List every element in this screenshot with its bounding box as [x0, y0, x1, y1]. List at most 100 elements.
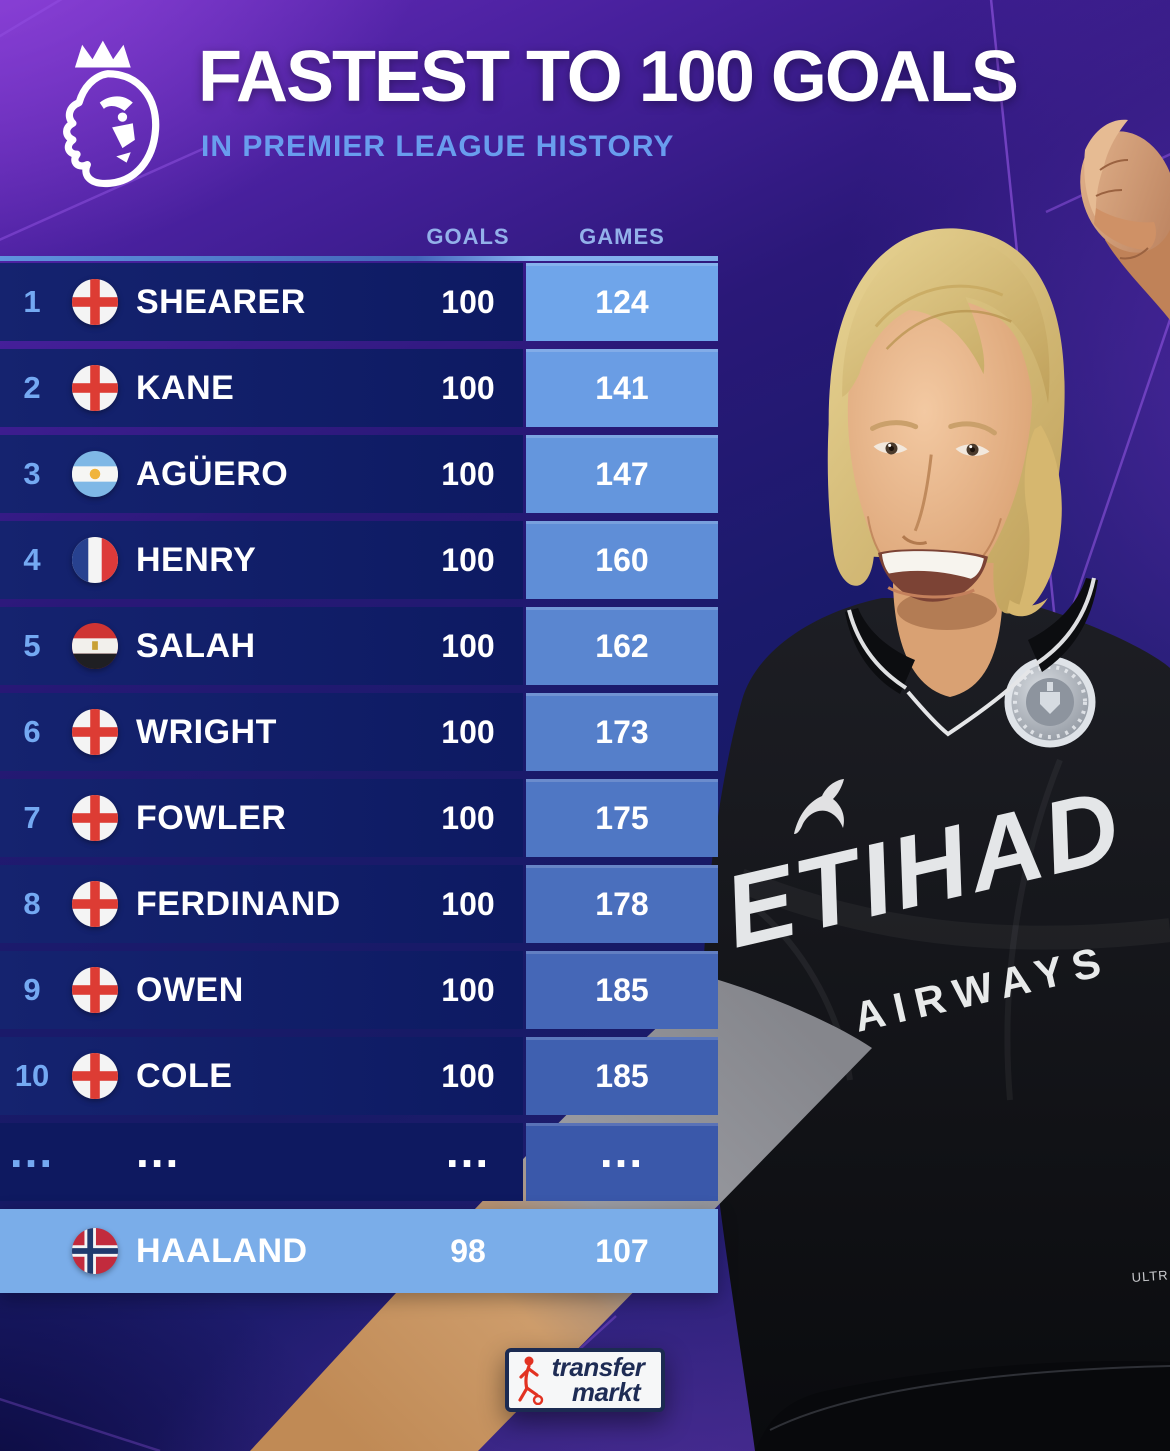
- player-name: SHEARER: [136, 282, 306, 321]
- column-header-goals: GOALS: [426, 224, 510, 249]
- goals-value: 100: [441, 971, 495, 1008]
- flag-england-icon: [72, 709, 118, 755]
- player-cell: 3 AGÜERO 100: [0, 435, 523, 513]
- player-cell: 5 SALAH 100: [0, 607, 523, 685]
- player-cell: HAALAND 98: [0, 1209, 523, 1293]
- goals-value: 100: [441, 713, 495, 750]
- player-name: HAALAND: [136, 1231, 308, 1270]
- goals-value: 98: [450, 1232, 486, 1269]
- goals-value: ...: [445, 1125, 491, 1177]
- brand-word-top: transfer: [551, 1352, 645, 1382]
- player-name: OWEN: [136, 970, 244, 1009]
- goals-value: 100: [441, 283, 495, 320]
- transfermarkt-player-icon: [518, 1356, 544, 1405]
- rank-label: ...: [9, 1125, 55, 1177]
- goals-value: 100: [441, 541, 495, 578]
- flag-wrap: [64, 881, 122, 927]
- flag-england-icon: [72, 1053, 118, 1099]
- flag-wrap: [64, 279, 122, 325]
- table-row: 2 KANE 100 141: [0, 349, 718, 427]
- rank-label: 9: [23, 972, 41, 1007]
- flag-wrap: [64, 795, 122, 841]
- games-cell: 124: [526, 263, 718, 341]
- flag-norway-icon: [72, 1228, 118, 1274]
- player-cell: 4 HENRY 100: [0, 521, 523, 599]
- city-badge-icon: [1004, 656, 1096, 748]
- rank-label: 10: [14, 1058, 50, 1093]
- player-cell: 8 FERDINAND 100: [0, 865, 523, 943]
- page-title: FASTEST TO 100 GOALS: [198, 37, 1019, 117]
- player-fist: [1080, 119, 1170, 320]
- player-cell: ... ... ...: [0, 1123, 523, 1201]
- flag-england-icon: [72, 881, 118, 927]
- player-cell: 2 KANE 100: [0, 349, 523, 427]
- column-header-games: GAMES: [579, 224, 665, 249]
- games-cell: 107: [526, 1209, 718, 1293]
- player-cell: 6 WRIGHT 100: [0, 693, 523, 771]
- flag-wrap: [64, 1053, 122, 1099]
- games-cell: 175: [526, 779, 718, 857]
- games-value: ...: [599, 1125, 645, 1177]
- table-row: ... ... ... ...: [0, 1123, 718, 1201]
- table-row: 9 OWEN 100 185: [0, 951, 718, 1029]
- goals-value: 100: [441, 885, 495, 922]
- goals-value: 100: [441, 799, 495, 836]
- player-name: WRIGHT: [136, 712, 277, 751]
- jersey-collar: [845, 577, 1098, 737]
- flag-wrap: [64, 623, 122, 669]
- player-name: FERDINAND: [136, 884, 341, 923]
- player-head: [827, 228, 1065, 617]
- player-cell: 7 FOWLER 100: [0, 779, 523, 857]
- flag-wrap: [64, 1139, 122, 1185]
- games-cell: 141: [526, 349, 718, 427]
- table-top-border: [0, 256, 718, 261]
- games-value: 107: [595, 1232, 649, 1269]
- ranking-table: 1 SHEARER 100 124 2 KANE 100 141 3 AGÜER…: [0, 263, 718, 1301]
- flag-wrap: [64, 365, 122, 411]
- table-row: 3 AGÜERO 100 147: [0, 435, 718, 513]
- flag-egypt-icon: [72, 623, 118, 669]
- rank-label: 5: [23, 628, 41, 663]
- table-row: 6 WRIGHT 100 173: [0, 693, 718, 771]
- games-cell: 147: [526, 435, 718, 513]
- player-name: ...: [136, 1125, 181, 1177]
- games-value: 185: [595, 1057, 649, 1094]
- rank-label: 4: [23, 542, 41, 577]
- games-cell: 160: [526, 521, 718, 599]
- goals-value: 100: [441, 1057, 495, 1094]
- player-cell: 10 COLE 100: [0, 1037, 523, 1115]
- table-row: 8 FERDINAND 100 178: [0, 865, 718, 943]
- page-subtitle: IN PREMIER LEAGUE HISTORY: [201, 130, 675, 163]
- flag-england-icon: [72, 795, 118, 841]
- games-value: 178: [595, 885, 649, 922]
- games-cell: 178: [526, 865, 718, 943]
- games-cell: 173: [526, 693, 718, 771]
- kit-tag-text: ULTR: [1131, 1267, 1169, 1285]
- rank-label: 2: [23, 370, 41, 405]
- games-value: 124: [595, 283, 649, 320]
- player-name: KANE: [136, 368, 235, 407]
- rank-label: 1: [23, 284, 41, 319]
- player-cell: 9 OWEN 100: [0, 951, 523, 1029]
- player-name: COLE: [136, 1056, 233, 1095]
- flag-wrap: [64, 967, 122, 1013]
- rank-label: 6: [23, 714, 41, 749]
- games-value: 147: [595, 455, 649, 492]
- games-cell: 185: [526, 1037, 718, 1115]
- goals-value: 100: [441, 369, 495, 406]
- games-value: 160: [595, 541, 649, 578]
- games-value: 175: [595, 799, 649, 836]
- games-cell: ...: [526, 1123, 718, 1201]
- transfermarkt-logo: transfer markt: [505, 1348, 665, 1412]
- flag-england-icon: [72, 967, 118, 1013]
- goals-value: 100: [441, 455, 495, 492]
- player-name: AGÜERO: [136, 454, 289, 493]
- flag-england-icon: [72, 365, 118, 411]
- flag-france-icon: [72, 537, 118, 583]
- jersey: [702, 598, 1170, 1451]
- player-cell: 1 SHEARER 100: [0, 263, 523, 341]
- flag-wrap: [64, 709, 122, 755]
- table-row: HAALAND 98 107: [0, 1209, 718, 1293]
- table-row: 10 COLE 100 185: [0, 1037, 718, 1115]
- flag-wrap: [64, 537, 122, 583]
